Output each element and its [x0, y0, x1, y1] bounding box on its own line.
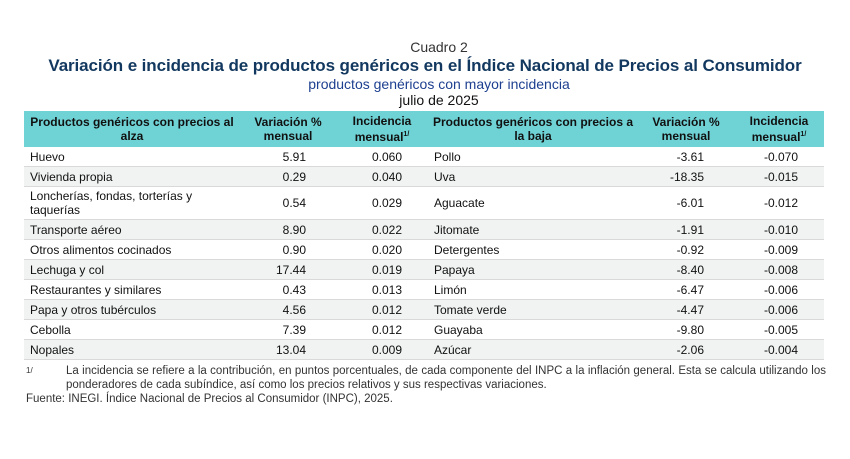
up-variation-cell: 7.39: [240, 319, 336, 340]
table-row: Transporte aéreo 8.90 0.022 Jitomate -1.…: [24, 219, 824, 240]
col-header-down-variation: Variación % mensual: [638, 111, 734, 147]
down-product-cell: Limón: [428, 279, 638, 300]
up-product-cell: Cebolla: [24, 319, 240, 340]
table-row: Huevo 5.91 0.060 Pollo -3.61 -0.070: [24, 147, 824, 167]
down-product-cell: Azúcar: [428, 339, 638, 360]
down-variation-cell: -6.47: [638, 279, 734, 300]
down-incidence-cell: -0.006: [734, 279, 824, 300]
up-incidence-cell: 0.060: [336, 147, 428, 167]
footnote-marker: 1/: [403, 131, 410, 138]
up-variation-cell: 17.44: [240, 259, 336, 280]
up-product-cell: Transporte aéreo: [24, 219, 240, 240]
footnote: 1/ La incidencia se refiere a la contrib…: [26, 364, 828, 392]
up-incidence-cell: 0.020: [336, 239, 428, 260]
table-row: Lechuga y col 17.44 0.019 Papaya -8.40 -…: [24, 259, 824, 280]
up-incidence-cell: 0.012: [336, 299, 428, 320]
footnote-marker: 1/: [800, 131, 807, 138]
up-product-cell: Huevo: [24, 147, 240, 167]
col-header-down-product: Productos genéricos con precios a la baj…: [428, 111, 638, 147]
up-incidence-cell: 0.009: [336, 339, 428, 360]
down-variation-cell: -8.40: [638, 259, 734, 280]
up-product-cell: Papa y otros tubérculos: [24, 299, 240, 320]
table-row: Papa y otros tubérculos 4.56 0.012 Tomat…: [24, 299, 824, 320]
down-product-cell: Detergentes: [428, 239, 638, 260]
table-row: Cebolla 7.39 0.012 Guayaba -9.80 -0.005: [24, 319, 824, 340]
col-header-up-incidence-label: Incidencia mensual: [352, 114, 412, 144]
down-variation-cell: -4.47: [638, 299, 734, 320]
col-header-up-variation: Variación % mensual: [240, 111, 336, 147]
down-incidence-cell: -0.005: [734, 319, 824, 340]
down-incidence-cell: -0.015: [734, 166, 824, 187]
down-product-cell: Uva: [428, 166, 638, 187]
up-incidence-cell: 0.012: [336, 319, 428, 340]
up-product-cell: Otros alimentos cocinados: [24, 239, 240, 260]
down-incidence-cell: -0.010: [734, 219, 824, 240]
down-product-cell: Guayaba: [428, 319, 638, 340]
down-variation-cell: -18.35: [638, 166, 734, 187]
up-incidence-cell: 0.013: [336, 279, 428, 300]
table-row: Otros alimentos cocinados 0.90 0.020 Det…: [24, 239, 824, 260]
table-row: Restaurantes y similares 0.43 0.013 Limó…: [24, 279, 824, 300]
up-product-cell: Vivienda propia: [24, 166, 240, 187]
table-header-row: Productos genéricos con precios al alza …: [24, 111, 824, 147]
table-row: Nopales 13.04 0.009 Azúcar -2.06 -0.004: [24, 339, 824, 360]
up-variation-cell: 8.90: [240, 219, 336, 240]
up-variation-cell: 5.91: [240, 147, 336, 167]
up-variation-cell: 0.43: [240, 279, 336, 300]
up-product-cell: Loncherías, fondas, torterías y taquería…: [24, 186, 240, 220]
table-row: Loncherías, fondas, torterías y taquería…: [24, 186, 824, 220]
up-incidence-cell: 0.019: [336, 259, 428, 280]
up-variation-cell: 0.54: [240, 186, 336, 220]
down-incidence-cell: -0.012: [734, 186, 824, 220]
down-variation-cell: -2.06: [638, 339, 734, 360]
up-product-cell: Nopales: [24, 339, 240, 360]
down-product-cell: Aguacate: [428, 186, 638, 220]
up-variation-cell: 0.90: [240, 239, 336, 260]
down-variation-cell: -9.80: [638, 319, 734, 340]
table-number: Cuadro 2: [410, 39, 468, 55]
table-period: julio de 2025: [399, 92, 479, 108]
table-title: Variación e incidencia de productos gené…: [48, 56, 802, 75]
up-product-cell: Restaurantes y similares: [24, 279, 240, 300]
up-variation-cell: 0.29: [240, 166, 336, 187]
col-header-up-product: Productos genéricos con precios al alza: [24, 111, 240, 147]
source-note: Fuente: INEGI. Índice Nacional de Precio…: [26, 393, 393, 405]
incidence-table: Productos genéricos con precios al alza …: [24, 111, 824, 360]
down-variation-cell: -0.92: [638, 239, 734, 260]
up-product-cell: Lechuga y col: [24, 259, 240, 280]
down-variation-cell: -1.91: [638, 219, 734, 240]
up-incidence-cell: 0.040: [336, 166, 428, 187]
down-incidence-cell: -0.006: [734, 299, 824, 320]
table-subtitle: productos genéricos con mayor incidencia: [308, 76, 570, 92]
down-variation-cell: -6.01: [638, 186, 734, 220]
up-variation-cell: 4.56: [240, 299, 336, 320]
footnote-text: La incidencia se refiere a la contribuci…: [66, 365, 826, 391]
down-incidence-cell: -0.008: [734, 259, 824, 280]
col-header-down-incidence: Incidencia mensual1/: [734, 111, 824, 147]
up-incidence-cell: 0.029: [336, 186, 428, 220]
down-incidence-cell: -0.009: [734, 239, 824, 260]
col-header-down-incidence-label: Incidencia mensual: [749, 114, 809, 144]
down-incidence-cell: -0.004: [734, 339, 824, 360]
col-header-up-incidence: Incidencia mensual1/: [336, 111, 428, 147]
down-product-cell: Jitomate: [428, 219, 638, 240]
up-incidence-cell: 0.022: [336, 219, 428, 240]
up-variation-cell: 13.04: [240, 339, 336, 360]
down-product-cell: Pollo: [428, 147, 638, 167]
down-variation-cell: -3.61: [638, 147, 734, 167]
down-product-cell: Tomate verde: [428, 299, 638, 320]
down-incidence-cell: -0.070: [734, 147, 824, 167]
document: Cuadro 2 Variación e incidencia de produ…: [22, 39, 828, 406]
down-product-cell: Papaya: [428, 259, 638, 280]
table-row: Vivienda propia 0.29 0.040 Uva -18.35 -0…: [24, 166, 824, 187]
footnote-mark: 1/: [26, 366, 33, 375]
